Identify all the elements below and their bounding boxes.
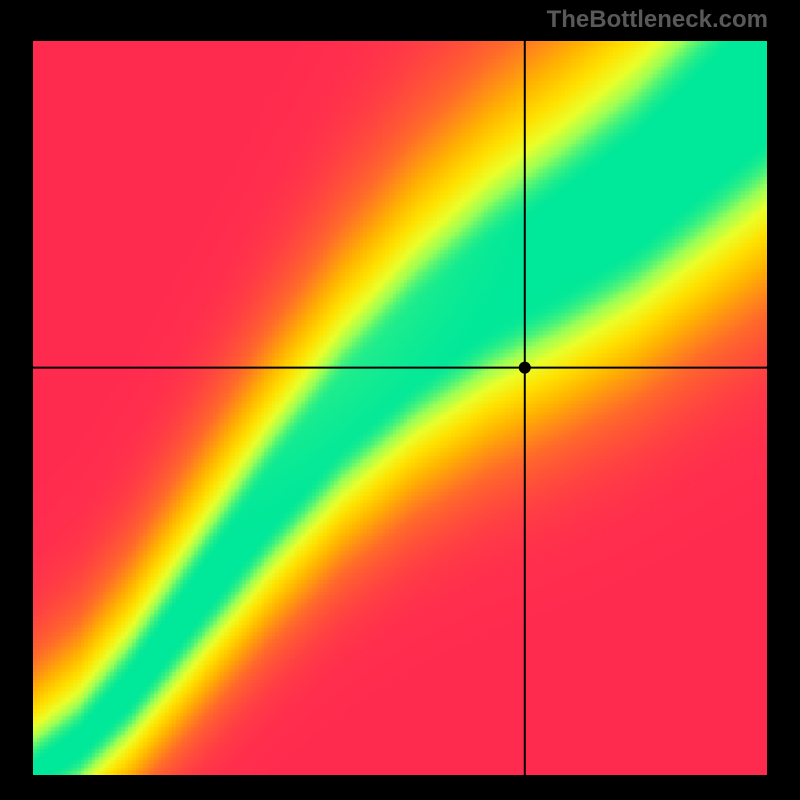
watermark-text: TheBottleneck.com xyxy=(547,6,768,34)
bottleneck-heatmap xyxy=(33,41,767,775)
chart-container: TheBottleneck.com xyxy=(0,0,800,800)
